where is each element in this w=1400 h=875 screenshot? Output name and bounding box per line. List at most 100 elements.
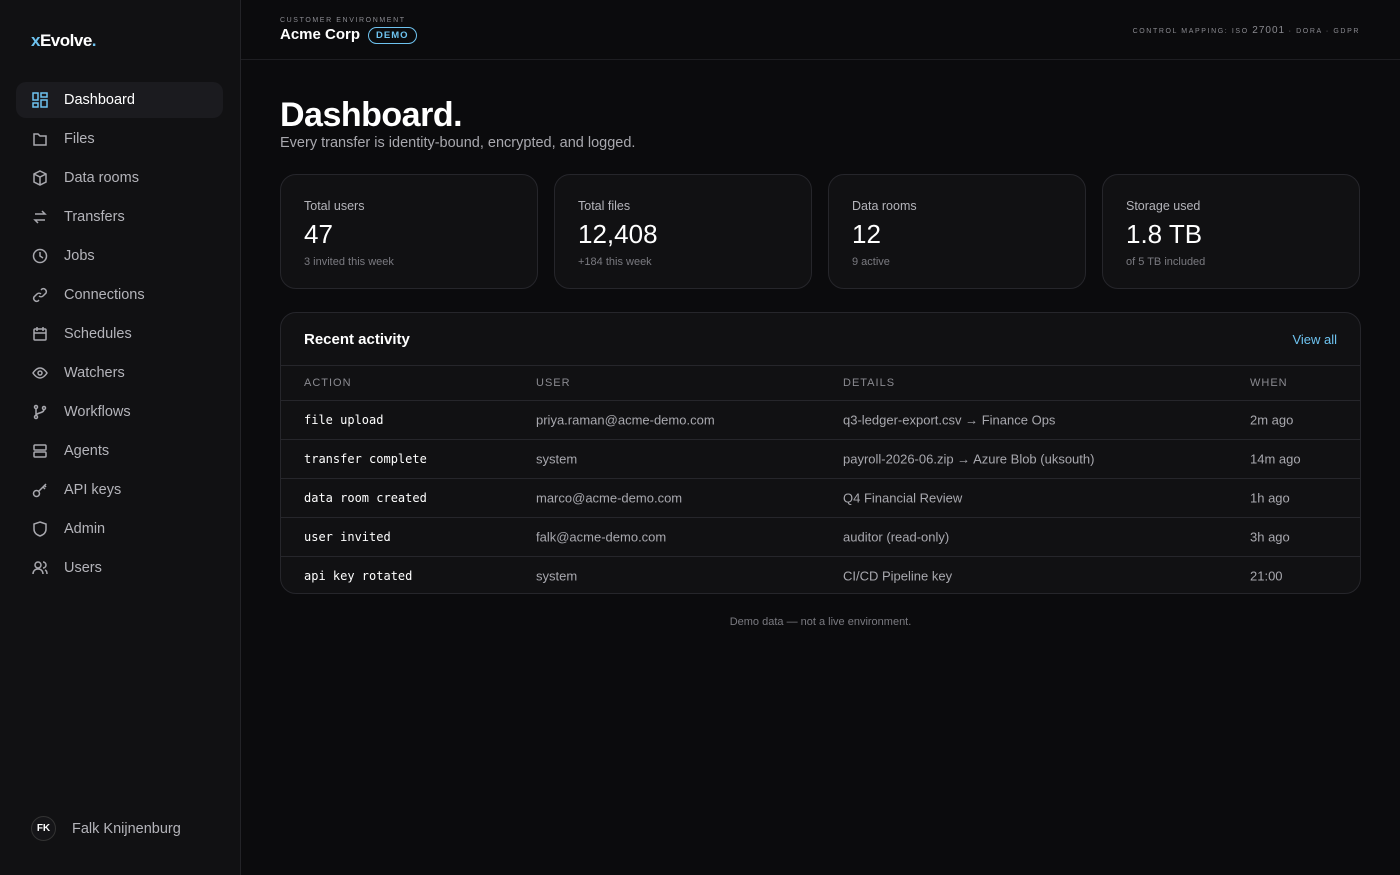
table-cell: falk@acme-demo.com [536, 529, 667, 545]
nav-icon [32, 483, 47, 498]
table-row: file upload priya.raman@acme-demo.com q3-l… [281, 400, 1360, 439]
topbar: CUSTOMER ENVIRONMENT Acme Corp DEMO CONT… [241, 0, 1400, 60]
stat-card: Total files 12,408 +184 this week [554, 174, 812, 289]
logo-word: Evolve [39, 31, 92, 50]
nav-icon [33, 444, 47, 458]
nav-icon [33, 327, 47, 341]
table-cell: system [536, 568, 578, 584]
nav-icon [33, 210, 47, 224]
logo: xEvolve. [31, 31, 97, 51]
nav-icon [32, 287, 48, 303]
nav-label: Data rooms [64, 170, 139, 186]
column-header: DETAILS [843, 377, 896, 389]
control-mapping: CONTROL MAPPING: ISO 27001 · DORA · GDPR [1133, 25, 1360, 36]
nav-item[interactable]: Workflows [16, 394, 223, 430]
nav-icon [33, 170, 47, 186]
eyebrow: CUSTOMER ENVIRONMENT [280, 17, 406, 24]
stat-label: Total files [578, 199, 631, 213]
view-all[interactable]: View all [1292, 332, 1337, 347]
user[interactable]: FK Falk Knijnenburg [31, 816, 181, 841]
stat-value: 12,408 [578, 219, 658, 249]
table-cell: auditor (read-only) [843, 529, 950, 545]
nav-label: Transfers [64, 209, 125, 225]
table-row: transfer complete system payroll-2026-06.z… [281, 439, 1360, 478]
table-header: ACTION USER DETAILS WHEN [281, 365, 1360, 400]
stat-note: 3 invited this week [304, 256, 394, 268]
table-cell: api key rotated [304, 569, 413, 583]
table-cell: 14m ago [1250, 451, 1301, 467]
nav-item[interactable]: Transfers [16, 199, 223, 235]
nav-item[interactable]: Watchers [16, 355, 223, 391]
table-cell: Q4 Financial Review [843, 490, 963, 506]
nav-icon [33, 133, 47, 146]
nav-icon [32, 248, 48, 264]
stat-note: of 5 TB included [1126, 256, 1206, 268]
nav-label: API keys [64, 482, 122, 498]
badge: DEMO [368, 27, 417, 44]
table-cell: data room created [304, 491, 427, 505]
mapping-iso: 27001 [1252, 25, 1286, 36]
table-cell: payroll-2026-06.zip → Azure Blob (uksout… [843, 451, 1095, 467]
mapping-label: CONTROL MAPPING: ISO [1132, 28, 1249, 35]
logo-dot: . [91, 31, 97, 50]
nav-icon [33, 521, 47, 537]
nav-label: Connections [64, 287, 145, 303]
nav-label: Admin [64, 521, 106, 537]
stat-value: 47 [304, 219, 333, 249]
panel-title: Recent activity [304, 331, 410, 348]
nav-label: Agents [64, 443, 110, 459]
nav-icon [32, 561, 48, 575]
user-name: Falk Knijnenburg [72, 820, 181, 837]
page-title: Dashboard. [280, 96, 463, 134]
table-cell: 21:00 [1250, 568, 1283, 584]
nav-label: Files [64, 131, 95, 147]
avatar: FK [31, 816, 56, 841]
nav-label: Users [64, 560, 102, 576]
table-cell: CI/CD Pipeline key [843, 568, 953, 584]
column-header: WHEN [1250, 377, 1288, 389]
table-row: user invited falk@acme-demo.com auditor (r… [281, 517, 1360, 556]
page-subtitle: Every transfer is identity-bound, encryp… [280, 135, 636, 151]
nav-item[interactable]: Files [16, 121, 223, 157]
table-cell: 2m ago [1250, 412, 1294, 428]
nav-item[interactable]: Users [16, 550, 223, 586]
nav: Dashboard Files Data rooms Transfers Jobs Con… [16, 82, 223, 589]
nav-item[interactable]: Dashboard [16, 82, 223, 118]
customer: Acme Corp [280, 26, 361, 43]
logo-x: x [31, 31, 40, 50]
nav-icon [32, 367, 48, 379]
stat-value: 1.8 TB [1126, 219, 1203, 249]
nav-item[interactable]: Data rooms [16, 160, 223, 196]
stat-card: Storage used 1.8 TB of 5 TB included [1102, 174, 1360, 289]
mapping-rest: · DORA · GDPR [1288, 28, 1360, 35]
nav-item[interactable]: Jobs [16, 238, 223, 274]
nav-item[interactable]: Connections [16, 277, 223, 313]
stat-card: Data rooms 12 9 active [828, 174, 1086, 289]
nav-label: Jobs [64, 248, 95, 264]
table-cell: marco@acme-demo.com [536, 490, 683, 506]
nav-item[interactable]: Schedules [16, 316, 223, 352]
nav-label: Dashboard [64, 92, 135, 108]
stat-card: Total users 47 3 invited this week [280, 174, 538, 289]
table-cell: transfer complete [304, 452, 427, 466]
nav-label: Schedules [64, 326, 132, 342]
nav-item[interactable]: Admin [16, 511, 223, 547]
table-cell: file upload [304, 413, 384, 427]
table-row: api key rotated system CI/CD Pipeline key 2… [281, 556, 1360, 593]
stat-label: Data rooms [852, 199, 917, 213]
stat-note: +184 this week [578, 256, 652, 268]
table-cell: 3h ago [1250, 529, 1290, 545]
stats: Total users 47 3 invited this week Total fi… [280, 174, 1360, 289]
footer-note: Demo data — not a live environment. [729, 616, 912, 628]
nav-item[interactable]: API keys [16, 472, 223, 508]
nav-item[interactable]: Agents [16, 433, 223, 469]
table-cell: system [536, 451, 578, 467]
sidebar: xEvolve. Dashboard Files Data rooms Transfe… [0, 0, 241, 875]
column-header: ACTION [304, 377, 352, 389]
stat-label: Total users [304, 199, 365, 213]
table-cell: user invited [304, 530, 391, 544]
activity-panel: Recent activity View all ACTION USER DETAI… [280, 312, 1361, 594]
stat-note: 9 active [852, 256, 890, 268]
